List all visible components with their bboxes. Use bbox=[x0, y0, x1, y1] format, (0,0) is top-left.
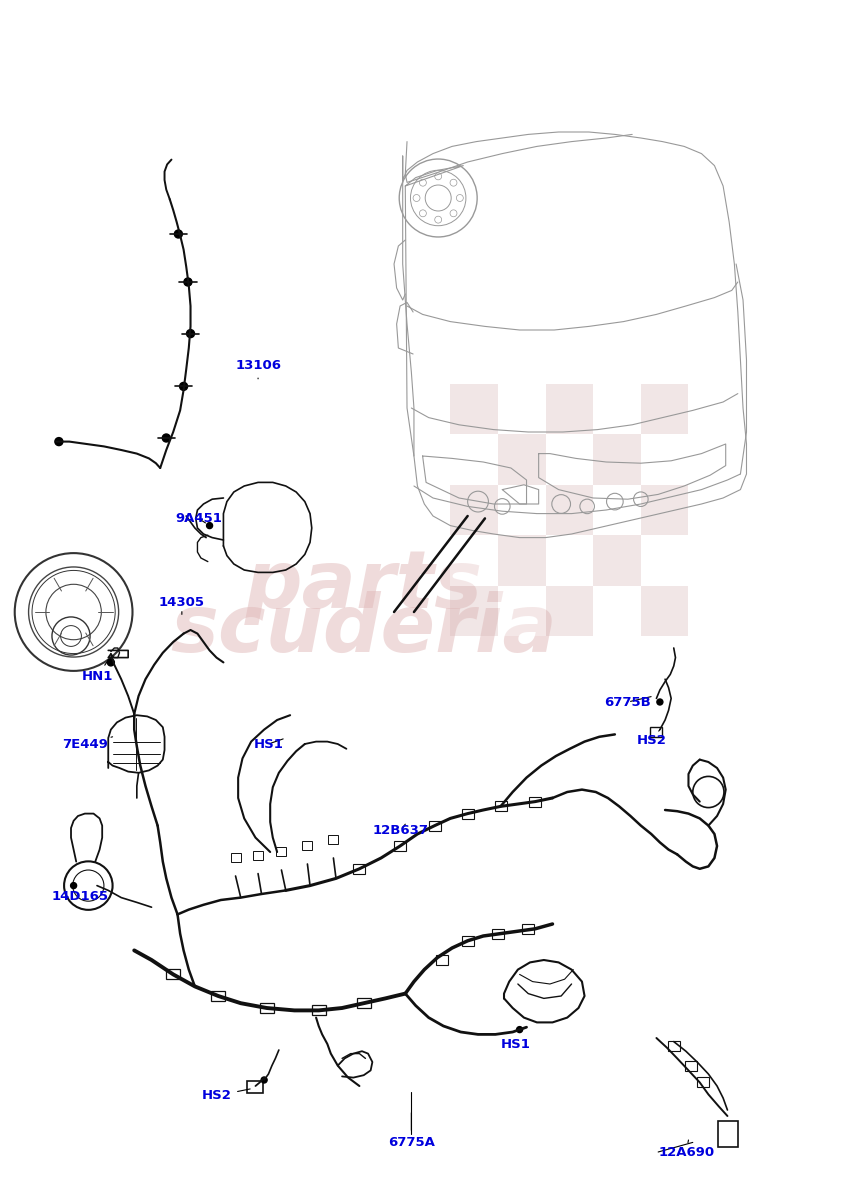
FancyBboxPatch shape bbox=[650, 727, 662, 737]
FancyBboxPatch shape bbox=[260, 1003, 274, 1013]
FancyBboxPatch shape bbox=[328, 835, 339, 844]
Text: HS2: HS2 bbox=[637, 730, 666, 746]
FancyBboxPatch shape bbox=[247, 1081, 262, 1093]
FancyBboxPatch shape bbox=[253, 851, 263, 859]
Bar bbox=[450, 535, 498, 586]
Text: parts: parts bbox=[245, 547, 482, 624]
Circle shape bbox=[162, 434, 171, 442]
Bar bbox=[593, 485, 641, 535]
Bar bbox=[546, 586, 593, 636]
FancyBboxPatch shape bbox=[668, 1042, 680, 1051]
FancyBboxPatch shape bbox=[166, 970, 180, 979]
FancyBboxPatch shape bbox=[312, 1006, 326, 1015]
FancyBboxPatch shape bbox=[522, 924, 534, 934]
Bar bbox=[498, 434, 546, 485]
Circle shape bbox=[179, 383, 188, 390]
Text: 9A451: 9A451 bbox=[175, 512, 222, 524]
FancyBboxPatch shape bbox=[529, 797, 541, 806]
Bar bbox=[450, 485, 498, 535]
FancyBboxPatch shape bbox=[494, 802, 507, 811]
Text: 7E449: 7E449 bbox=[62, 737, 113, 750]
FancyBboxPatch shape bbox=[230, 853, 241, 862]
FancyBboxPatch shape bbox=[429, 821, 441, 830]
Bar bbox=[593, 535, 641, 586]
Bar bbox=[450, 384, 498, 434]
FancyBboxPatch shape bbox=[394, 841, 406, 851]
Text: 6775A: 6775A bbox=[388, 1112, 435, 1148]
Bar bbox=[546, 434, 593, 485]
Text: 12A690: 12A690 bbox=[658, 1140, 714, 1158]
Circle shape bbox=[71, 882, 76, 888]
Text: HS1: HS1 bbox=[254, 738, 283, 750]
Bar bbox=[450, 434, 498, 485]
Circle shape bbox=[174, 230, 183, 238]
Circle shape bbox=[207, 522, 212, 528]
Bar bbox=[641, 535, 688, 586]
Text: 14305: 14305 bbox=[158, 596, 205, 614]
Text: HN1: HN1 bbox=[81, 662, 113, 683]
Bar bbox=[498, 384, 546, 434]
Bar bbox=[641, 434, 688, 485]
Text: 6775B: 6775B bbox=[604, 696, 651, 708]
Bar bbox=[498, 485, 546, 535]
Bar bbox=[593, 586, 641, 636]
FancyBboxPatch shape bbox=[302, 841, 313, 850]
FancyBboxPatch shape bbox=[211, 991, 225, 1001]
FancyBboxPatch shape bbox=[357, 998, 371, 1008]
Bar bbox=[498, 535, 546, 586]
Circle shape bbox=[186, 330, 195, 337]
Bar bbox=[593, 384, 641, 434]
FancyBboxPatch shape bbox=[492, 929, 504, 938]
Bar bbox=[641, 586, 688, 636]
Text: HS1: HS1 bbox=[501, 1031, 530, 1050]
Text: 13106: 13106 bbox=[235, 360, 281, 379]
FancyBboxPatch shape bbox=[697, 1078, 709, 1087]
Circle shape bbox=[107, 659, 114, 666]
FancyBboxPatch shape bbox=[276, 847, 287, 856]
Text: scuderia: scuderia bbox=[171, 590, 557, 670]
FancyBboxPatch shape bbox=[462, 809, 474, 818]
Circle shape bbox=[262, 1078, 267, 1082]
Bar bbox=[641, 485, 688, 535]
FancyBboxPatch shape bbox=[436, 955, 448, 965]
Bar bbox=[546, 535, 593, 586]
Bar bbox=[450, 586, 498, 636]
FancyBboxPatch shape bbox=[718, 1121, 738, 1147]
FancyBboxPatch shape bbox=[462, 936, 474, 946]
Bar bbox=[546, 485, 593, 535]
FancyBboxPatch shape bbox=[685, 1061, 697, 1070]
Bar bbox=[546, 384, 593, 434]
Bar bbox=[593, 434, 641, 485]
Circle shape bbox=[657, 698, 662, 704]
Text: 12B637: 12B637 bbox=[372, 824, 429, 836]
Bar bbox=[498, 586, 546, 636]
Circle shape bbox=[55, 438, 63, 445]
Circle shape bbox=[184, 278, 192, 286]
FancyBboxPatch shape bbox=[353, 864, 365, 874]
Bar bbox=[641, 384, 688, 434]
Text: 14D165: 14D165 bbox=[52, 884, 109, 902]
Text: HS2: HS2 bbox=[203, 1088, 250, 1102]
Circle shape bbox=[517, 1026, 522, 1032]
